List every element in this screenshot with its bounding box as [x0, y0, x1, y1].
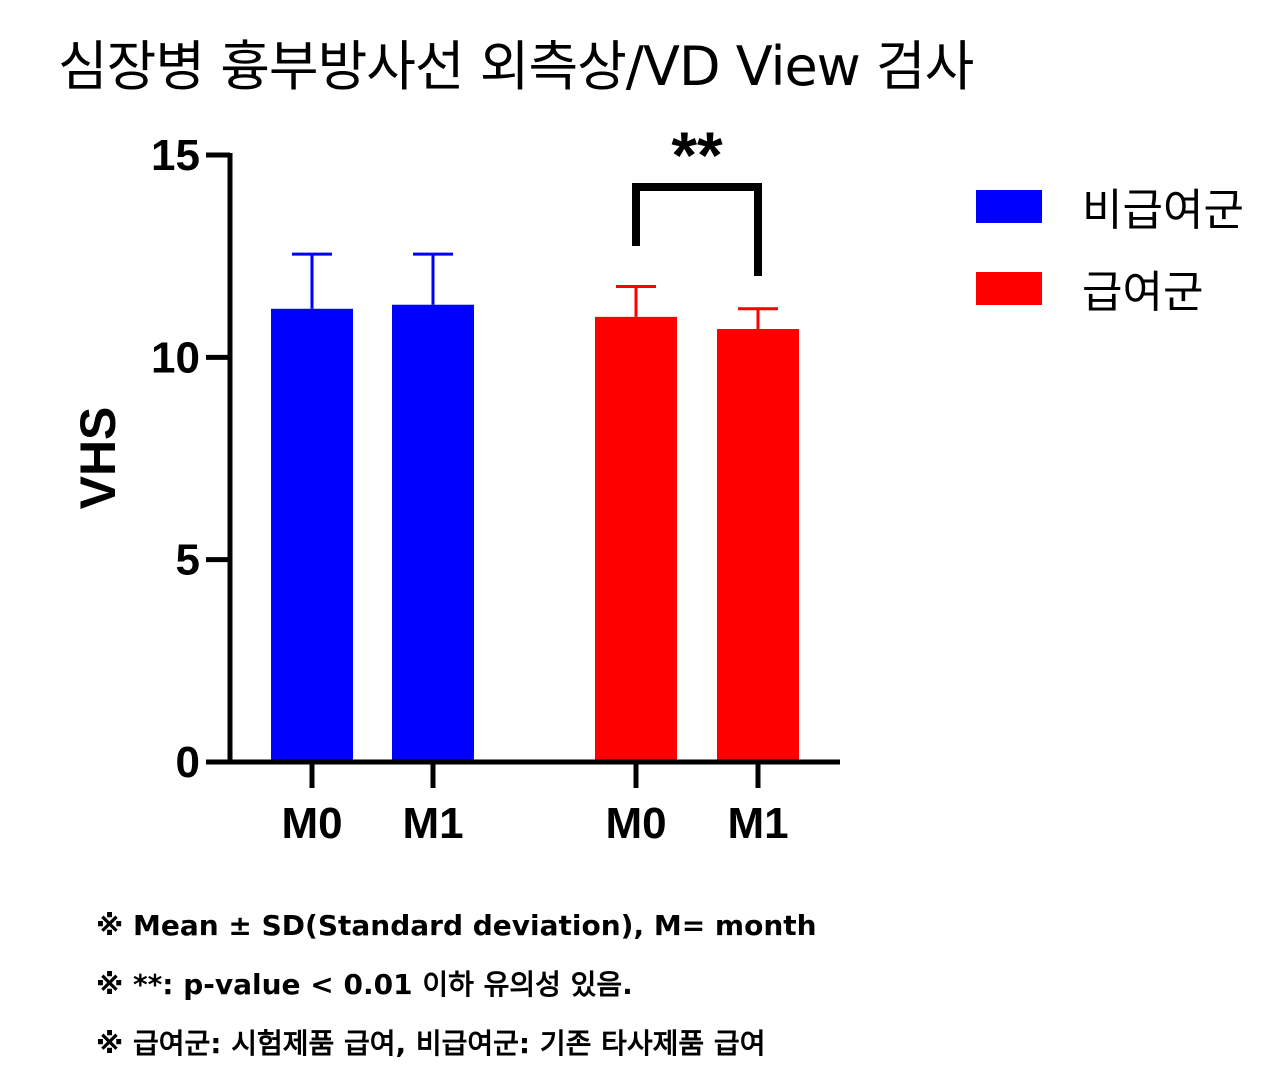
x-tick-label-series-0-m1: M1: [402, 799, 463, 848]
bar-chart: 0 5 10 15 M0 M1 M0 M1 VHS **: [70, 118, 840, 848]
x-tick-label-series-1-m1: M1: [727, 799, 788, 848]
bar-series-0-m0: [271, 308, 353, 762]
bar-series-1-m0: [595, 316, 677, 762]
legend-label-series-0: 비급여군: [1082, 185, 1244, 236]
legend: 비급여군 급여군: [976, 165, 1244, 329]
legend-item-series-0: 비급여군: [976, 165, 1244, 247]
y-axis-label: VHS: [70, 407, 126, 510]
chart-title: 심장병 흉부방사선 외측상/VD View 검사: [58, 35, 974, 98]
legend-swatch-series-0: [976, 189, 1042, 223]
legend-item-series-1: 급여군: [976, 247, 1244, 329]
legend-swatch-series-1: [976, 271, 1042, 305]
footnote-stats: ※ Mean ± SD(Standard deviation), M= mont…: [96, 909, 817, 942]
legend-label-series-1: 급여군: [1082, 267, 1204, 318]
y-tick-label-5: 5: [176, 536, 200, 585]
footnotes: ※ Mean ± SD(Standard deviation), M= mont…: [96, 905, 817, 1082]
significance-label: **: [671, 118, 723, 192]
x-tick-label-series-0-m0: M0: [281, 799, 342, 848]
footnote-groups: ※ 급여군: 시험제품 급여, 비급여군: 기존 타사제품 급여: [96, 1027, 766, 1060]
bar-series-1-m1: [717, 329, 799, 762]
y-tick-label-0: 0: [176, 738, 200, 787]
y-tick-label-15: 15: [151, 131, 200, 180]
y-tick-label-10: 10: [151, 333, 200, 382]
footnote-significance: ※ **: p-value < 0.01 이하 유의성 있음.: [96, 968, 633, 1001]
bar-series-0-m1: [392, 304, 474, 762]
significance-bracket: [632, 183, 762, 276]
x-tick-label-series-1-m0: M0: [605, 799, 666, 848]
